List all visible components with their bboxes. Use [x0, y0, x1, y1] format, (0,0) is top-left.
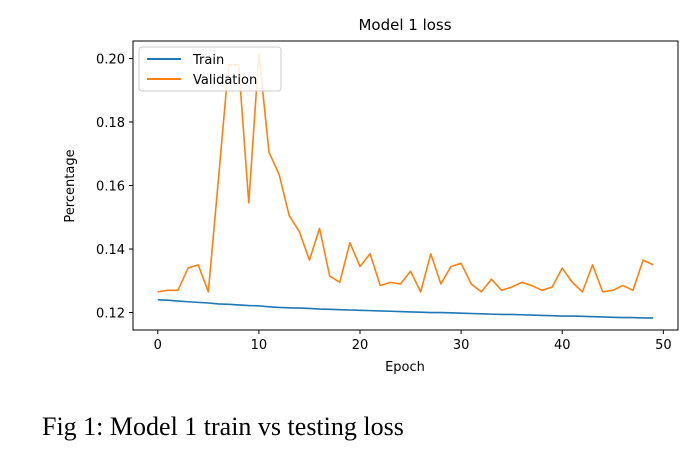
chart-title: Model 1 loss	[358, 16, 451, 34]
series-line-train	[157, 299, 654, 319]
y-tick-label: 0.12	[96, 307, 125, 322]
legend: Train Validation	[138, 46, 282, 92]
y-axis-label: Percentage	[63, 149, 78, 222]
x-tick-label: 20	[352, 338, 369, 353]
y-tick-label: 0.18	[96, 116, 125, 131]
legend-label-train: Train	[192, 53, 224, 68]
x-tick-label: 40	[554, 338, 571, 353]
x-tick-label: 50	[655, 338, 672, 353]
y-tick-label: 0.14	[96, 243, 125, 258]
line-chart: Model 1 loss 0 10 20 30 40 50 0.12 0.14 0.16 0.18…	[63, 16, 679, 375]
x-axis-label: Epoch	[385, 360, 425, 375]
x-tick-label: 0	[154, 338, 162, 353]
y-tick-label: 0.16	[96, 180, 125, 195]
figure-caption: Fig 1: Model 1 train vs testing loss	[42, 412, 404, 441]
x-tick-label: 30	[453, 338, 470, 353]
x-tick-label: 10	[251, 338, 268, 353]
legend-label-validation: Validation	[193, 73, 257, 88]
y-tick-label: 0.20	[96, 52, 125, 67]
